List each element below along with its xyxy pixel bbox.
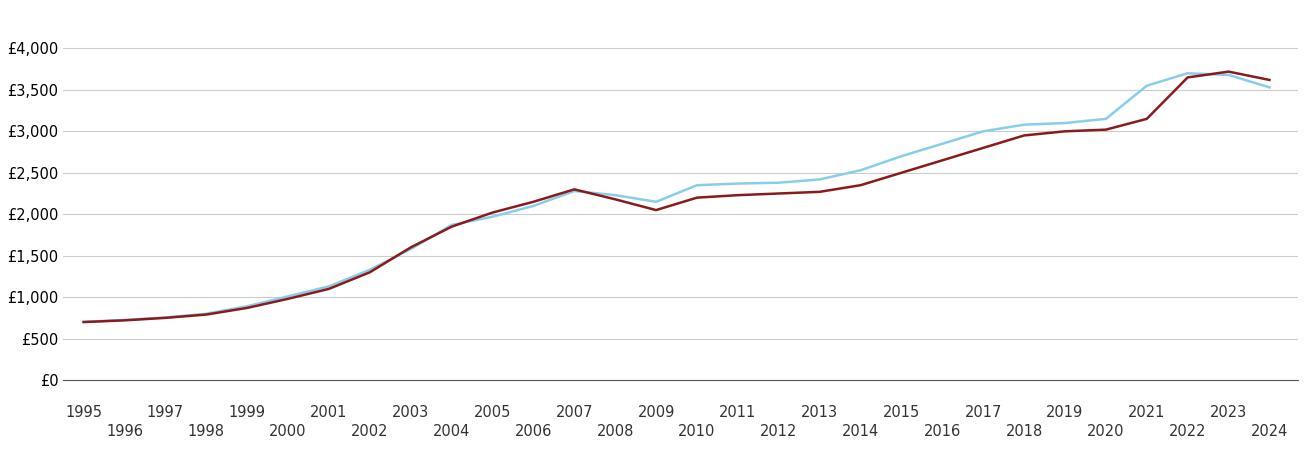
Text: 2018: 2018 — [1005, 424, 1043, 440]
Text: 2017: 2017 — [964, 405, 1002, 420]
Text: 2013: 2013 — [801, 405, 838, 420]
Text: 2005: 2005 — [474, 405, 512, 420]
Text: 1998: 1998 — [188, 424, 224, 440]
Text: 2008: 2008 — [596, 424, 634, 440]
Text: 2001: 2001 — [311, 405, 347, 420]
Text: 2016: 2016 — [924, 424, 960, 440]
Text: 2003: 2003 — [392, 405, 429, 420]
Text: 2007: 2007 — [556, 405, 592, 420]
Text: 2004: 2004 — [433, 424, 470, 440]
Text: 1996: 1996 — [106, 424, 144, 440]
Text: 2010: 2010 — [679, 424, 715, 440]
Text: 1997: 1997 — [147, 405, 184, 420]
Text: 2014: 2014 — [842, 424, 880, 440]
Text: 1999: 1999 — [228, 405, 266, 420]
Text: 2021: 2021 — [1128, 405, 1165, 420]
Text: 2011: 2011 — [719, 405, 757, 420]
Text: 2002: 2002 — [351, 424, 389, 440]
Text: 2024: 2024 — [1250, 424, 1288, 440]
Text: 2000: 2000 — [269, 424, 307, 440]
Text: 2022: 2022 — [1169, 424, 1206, 440]
Text: 2023: 2023 — [1210, 405, 1248, 420]
Text: 2015: 2015 — [882, 405, 920, 420]
Text: 2020: 2020 — [1087, 424, 1125, 440]
Text: 2012: 2012 — [760, 424, 797, 440]
Text: 1995: 1995 — [65, 405, 102, 420]
Text: 2006: 2006 — [514, 424, 552, 440]
Text: 2019: 2019 — [1047, 405, 1083, 420]
Text: 2009: 2009 — [637, 405, 675, 420]
